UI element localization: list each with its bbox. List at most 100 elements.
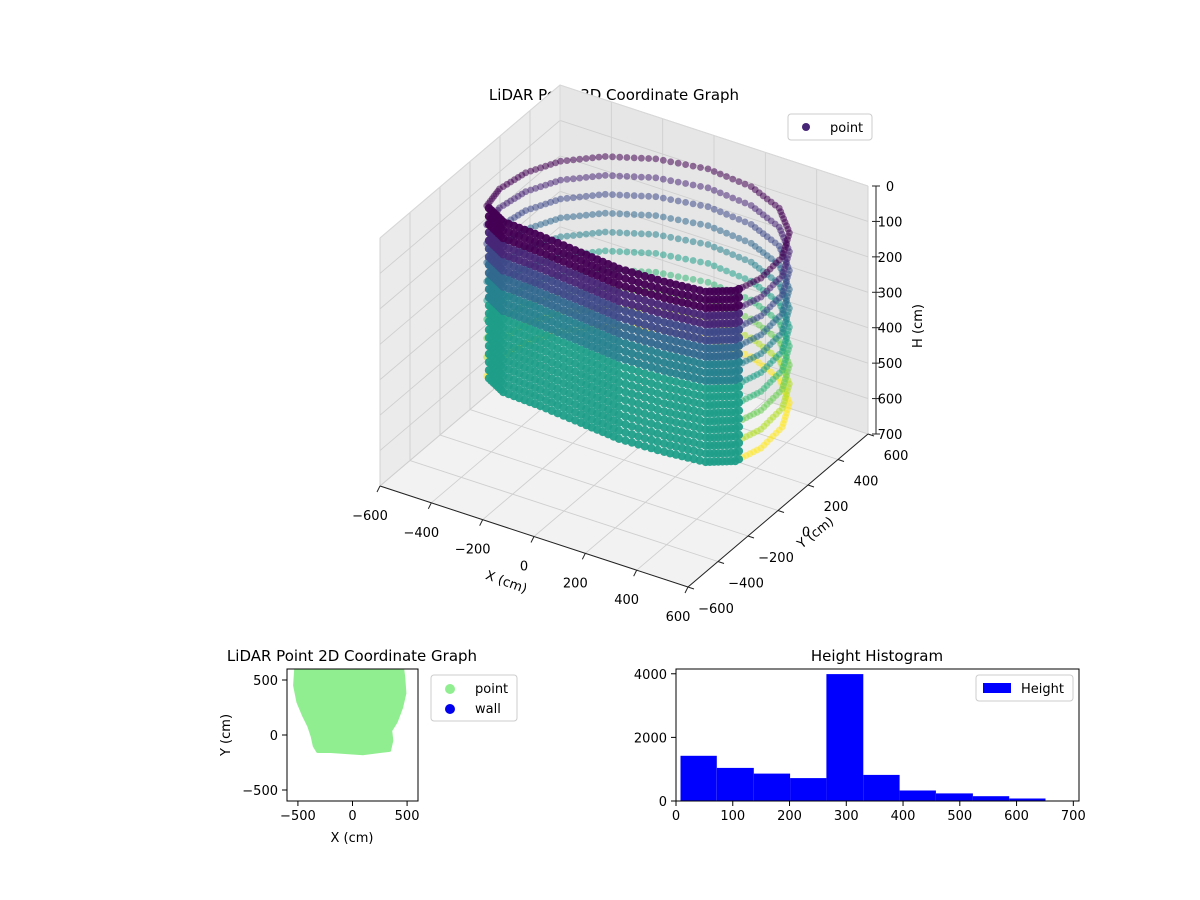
point-3d (627, 292, 637, 301)
point-3d (660, 342, 669, 351)
point-3d (660, 439, 669, 448)
point-3d (660, 382, 669, 392)
point-3d (647, 379, 656, 388)
point-3d (640, 385, 649, 394)
point-3d (660, 285, 669, 295)
point-3d (621, 339, 630, 348)
point-3d (601, 247, 609, 255)
point-3d (710, 187, 718, 194)
point-3d (634, 391, 643, 400)
point-3d (660, 350, 669, 359)
tick-label-x: 600 (1004, 809, 1029, 824)
tick-label-y: −400 (728, 577, 764, 592)
point-3d (660, 447, 669, 456)
point-3d (595, 248, 603, 256)
point-3d (660, 334, 669, 343)
point-3d (614, 394, 624, 403)
chart-3d-points (483, 153, 793, 467)
point-3d (640, 328, 649, 338)
chart-histogram-frame (675, 668, 1080, 802)
point-3d (627, 430, 637, 439)
point-3d (627, 414, 637, 423)
point-3d (645, 211, 652, 219)
point-3d (710, 262, 718, 270)
histogram-bar (972, 796, 1010, 801)
point-3d (627, 300, 637, 310)
point-3d (627, 349, 637, 358)
point-3d (660, 399, 669, 408)
point-3d (621, 420, 630, 429)
tick-label-x: 200 (777, 809, 802, 824)
point-3d (634, 440, 643, 449)
point-3d (660, 391, 669, 400)
point-3d (563, 213, 571, 221)
point-3d (660, 407, 669, 416)
point-3d (645, 249, 652, 257)
tick-label-z: 500 (878, 357, 903, 372)
point-3d (638, 211, 645, 219)
point-3d (616, 172, 624, 180)
point-3d (653, 405, 662, 414)
point-3d (653, 348, 662, 357)
point-3d (647, 395, 656, 404)
chart-3d-ticks: −600 −400 −200 0 200 400 600 −600 −400 −200 0 200 40… (352, 180, 908, 625)
point-3d (729, 194, 737, 202)
point-3d (623, 173, 631, 180)
chart-histogram-legend-label: Height (1021, 682, 1064, 697)
point-3d (640, 280, 649, 289)
histogram-bar (899, 790, 936, 801)
point-3d (623, 248, 631, 256)
point-3d (621, 266, 630, 275)
point-3d (716, 265, 724, 272)
histogram-bar (716, 767, 754, 801)
point-3d (674, 197, 682, 205)
tick-label-x: 100 (720, 809, 745, 824)
point-3d (569, 156, 577, 164)
point-3d (569, 213, 577, 221)
point-3d (634, 343, 643, 352)
point-3d (647, 290, 656, 299)
point-3d (667, 215, 675, 222)
point-3d (614, 288, 624, 298)
tick-label-y: 0 (659, 795, 667, 810)
point-3d (704, 165, 712, 173)
point-3d (595, 153, 603, 161)
point-3d (634, 334, 643, 344)
point-3d (614, 305, 624, 314)
point-3d (735, 178, 743, 186)
point-3d (741, 180, 749, 188)
tick-label-x: −400 (403, 526, 439, 541)
point-3d (647, 387, 656, 396)
point-3d (659, 156, 667, 164)
tick-y (717, 561, 725, 564)
point-3d (653, 308, 662, 317)
point-3d (582, 211, 590, 219)
point-3d (741, 199, 749, 207)
tick-label-y: −600 (698, 602, 734, 617)
point-3d (614, 321, 624, 330)
histogram-bar (753, 773, 791, 801)
point-3d (674, 178, 682, 186)
point-3d (621, 282, 630, 291)
point-3d (576, 231, 584, 239)
point-3d (627, 357, 637, 366)
point-3d (682, 236, 689, 244)
point-3d (735, 216, 743, 223)
point-3d (647, 435, 656, 445)
point-3d (634, 424, 643, 433)
point-3d (614, 369, 624, 379)
point-3d (634, 286, 643, 295)
point-3d (640, 369, 649, 378)
point-3d (645, 230, 652, 238)
tick-y (837, 459, 845, 462)
point-3d (627, 341, 637, 350)
point-3d (716, 189, 724, 197)
point-3d (589, 211, 596, 218)
tick-x (427, 502, 432, 510)
point-3d (621, 412, 630, 421)
point-3d (621, 323, 630, 332)
point-3d (614, 377, 624, 387)
point-3d (660, 366, 669, 376)
point-3d (614, 296, 624, 306)
tick-label-z: 600 (878, 393, 903, 408)
